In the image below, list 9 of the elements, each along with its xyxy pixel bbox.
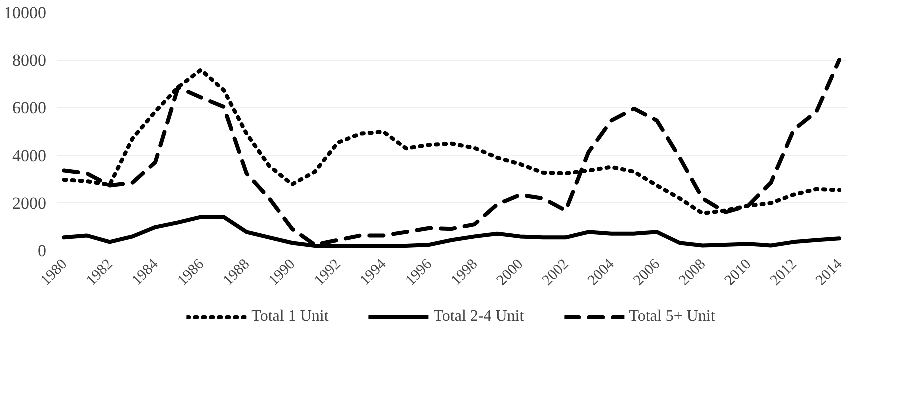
legend-label: Total 5+ Unit: [629, 308, 716, 326]
legend-label: Total 1 Unit: [252, 308, 329, 326]
y-tick-label: 4000: [12, 146, 46, 166]
y-tick-label: 10000: [4, 4, 46, 22]
y-tick-label: 2000: [12, 194, 46, 213]
legend-label: Total 2-4 Unit: [434, 308, 524, 326]
y-tick-label: 6000: [12, 98, 46, 118]
y-tick-label: 0: [38, 242, 46, 260]
y-tick-label: 8000: [12, 51, 46, 70]
